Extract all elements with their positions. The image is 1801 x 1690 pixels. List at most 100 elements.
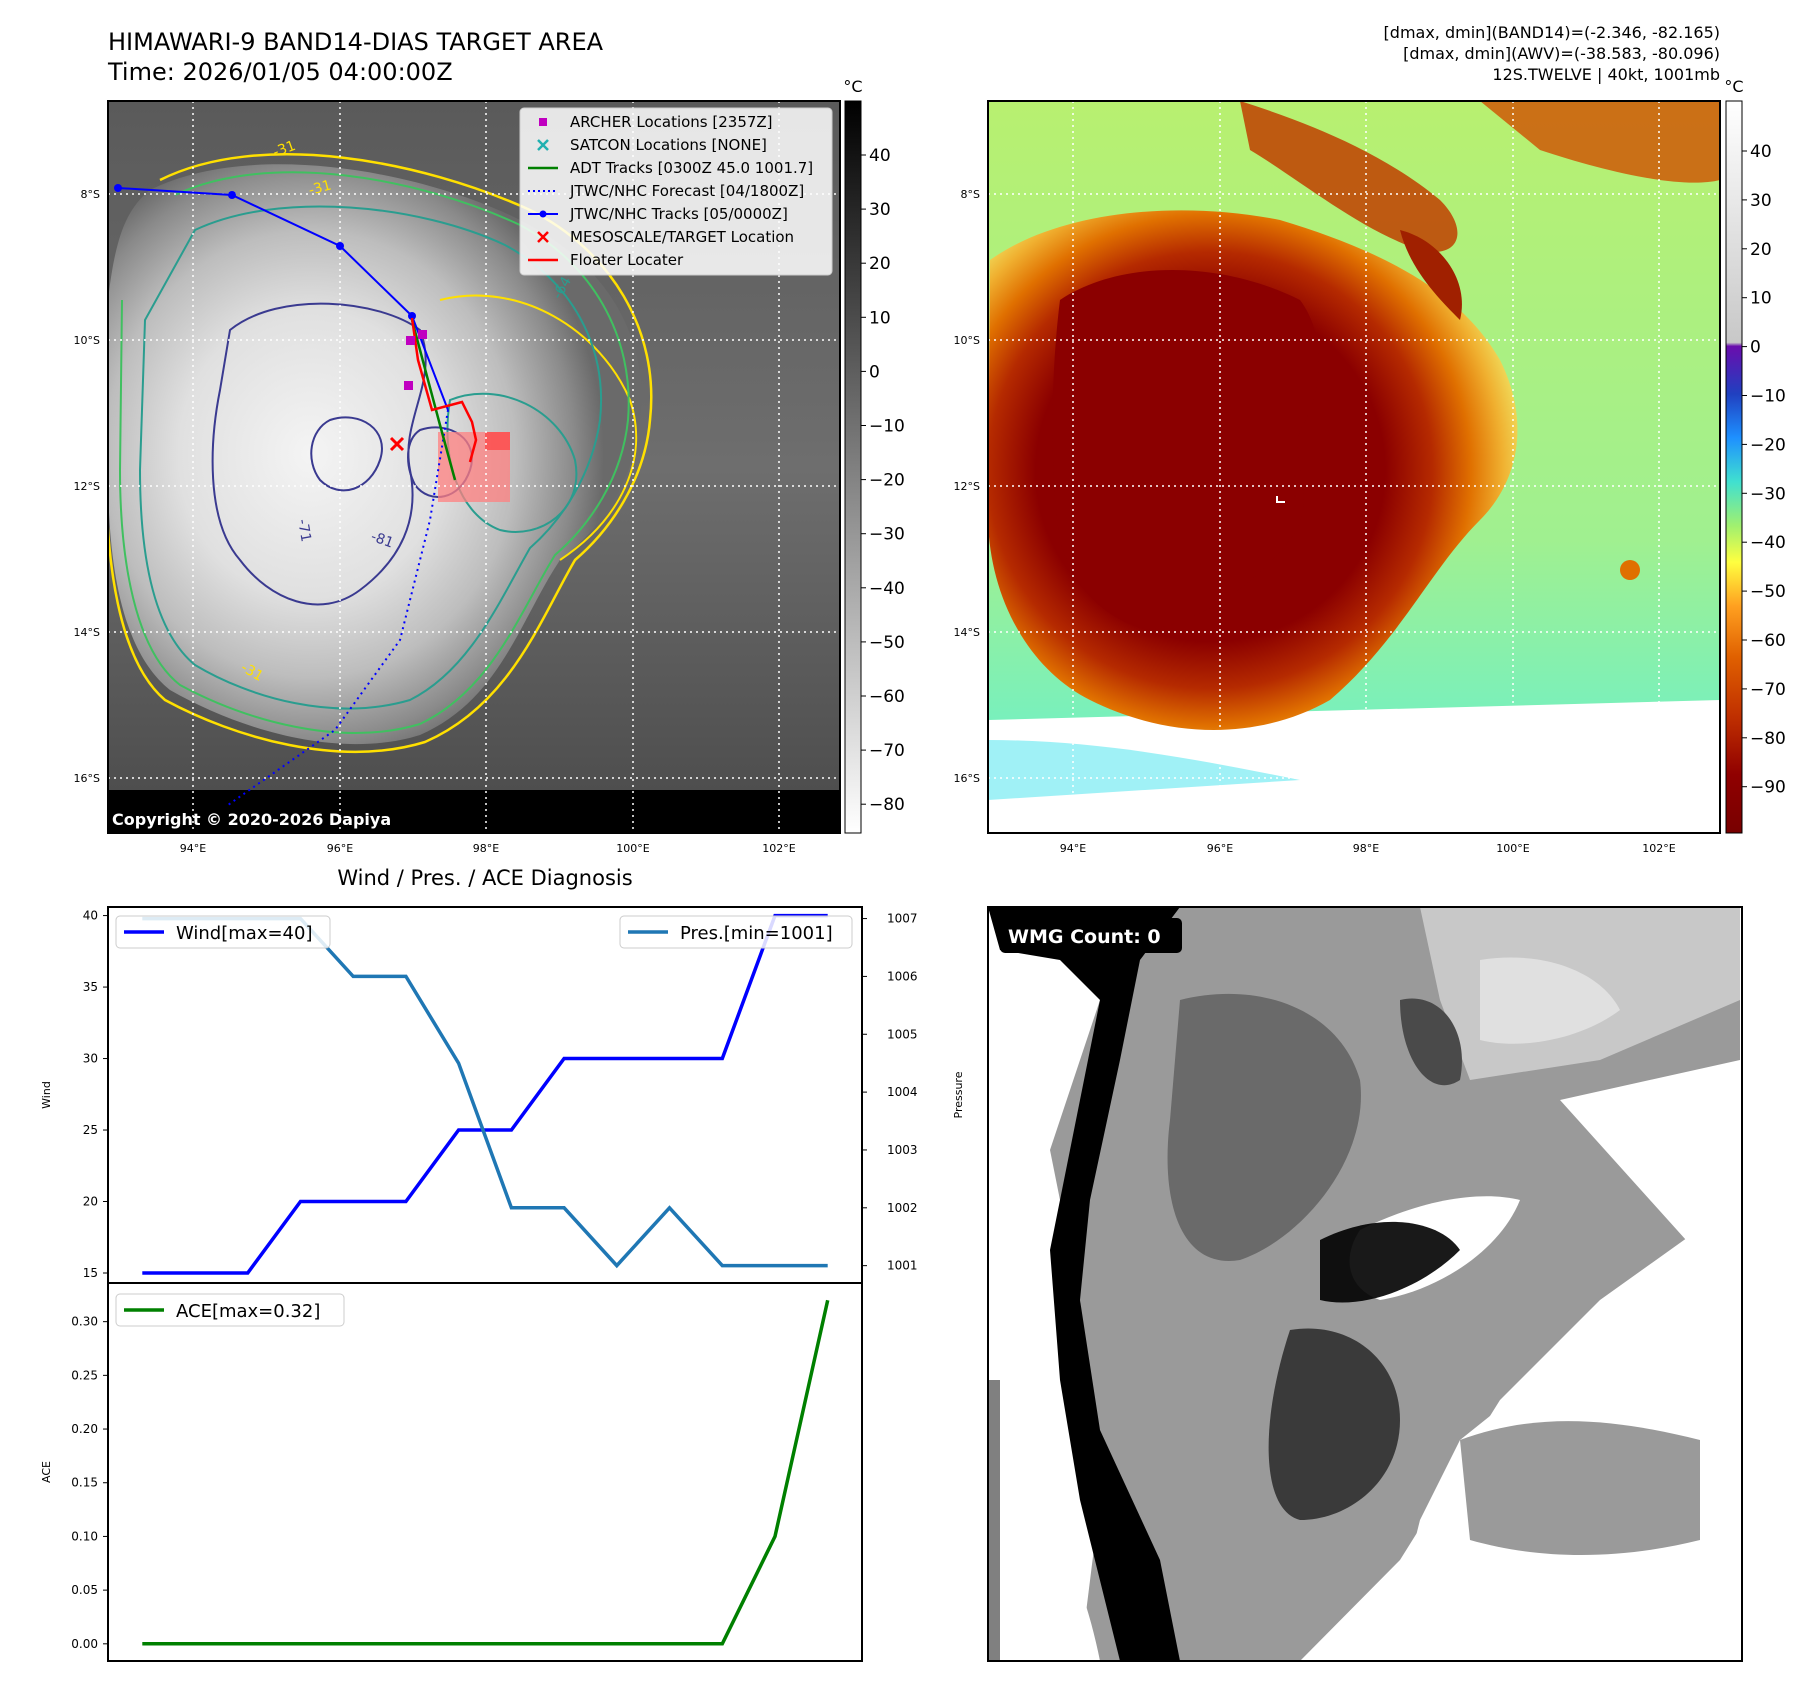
lon-tick-label: 102°E: [762, 842, 795, 855]
chart-legend: Pres.[min=1001]: [619, 915, 853, 949]
contour-navy: [211, 302, 427, 606]
lat-tick-label: 10°S: [74, 334, 100, 347]
series-line: [142, 1299, 830, 1646]
color-colorbar-tick: −50: [1750, 582, 1786, 602]
wmg-panel: [988, 907, 1742, 1661]
color-colorbar-tick: 20: [1750, 240, 1772, 260]
y2-tick-label: 1001: [887, 1259, 918, 1273]
cloud-mass: [108, 164, 642, 745]
legend-label: MESOSCALE/TARGET Location: [570, 228, 794, 246]
color-colorbar-unit: °C: [1724, 77, 1743, 96]
info-line1: [dmax, dmin](BAND14)=(-2.346, -82.165): [1384, 23, 1720, 42]
lon-tick-label: 94°E: [1060, 842, 1086, 855]
lon-tick-label: 102°E: [1642, 842, 1675, 855]
legend-entry: JTWC/NHC Tracks [05/0000Z]: [528, 205, 788, 223]
lat-tick-label: 16°S: [74, 772, 100, 785]
legend-label: Wind[max=40]: [176, 923, 313, 944]
jtwc-forecast-line: [227, 409, 449, 806]
y-tick-label: 25: [83, 1123, 98, 1137]
gray-colorbar-tick: −70: [869, 741, 905, 761]
color-colorbar-tick: −80: [1750, 729, 1786, 749]
wmg-count-label: WMG Count: 0: [1008, 926, 1161, 948]
lon-tick-label: 98°E: [1353, 842, 1379, 855]
jtwc-track-point: [228, 191, 236, 199]
y2-tick-label: 1004: [887, 1085, 918, 1099]
y2-tick-label: 1002: [887, 1201, 918, 1215]
lat-tick-label: 16°S: [954, 772, 980, 785]
color-colorbar-tick: −90: [1750, 778, 1786, 798]
lon-tick-label: 98°E: [473, 842, 499, 855]
legend-swatch: [537, 139, 549, 151]
jtwc-track-point: [114, 184, 122, 192]
gray-colorbar-tick: −50: [869, 633, 905, 653]
legend-label: Pres.[min=1001]: [680, 923, 833, 944]
info-line2: [dmax, dmin](AWV)=(-38.583, -80.096): [1403, 44, 1720, 63]
legend-label: ACE[max=0.32]: [176, 1301, 320, 1322]
legend-label: SATCON Locations [NONE]: [570, 136, 767, 154]
y-tick-label: 0.20: [71, 1422, 98, 1436]
copyright-text: Copyright © 2020-2026 Dapiya: [112, 810, 391, 829]
lon-tick-label: 100°E: [1496, 842, 1529, 855]
lat-tick-label: 12°S: [954, 480, 980, 493]
archer-marker: [418, 330, 427, 339]
lat-tick-label: 8°S: [81, 188, 100, 201]
y-tick-label: 35: [83, 980, 98, 994]
color-colorbar-tick: −40: [1750, 533, 1786, 553]
contour-teal: [138, 205, 602, 710]
color-colorbar-tick: −60: [1750, 631, 1786, 651]
gray-colorbar-tick: 0: [869, 362, 880, 382]
archer-marker: [406, 336, 415, 345]
y-tick-label: 20: [83, 1195, 98, 1209]
y-tick-label: 30: [83, 1052, 98, 1066]
adt-track-line: [410, 319, 457, 481]
wind-pressure-chart: 15 20 25 30 35 40 Wind 1001 1002 1003 1004 1005 1006…: [40, 906, 965, 1284]
y2-tick-label: 1005: [887, 1027, 918, 1041]
color-colorbar-tick: −20: [1750, 435, 1786, 455]
ace-chart: 0.00 0.05 0.10 0.15 0.20 0.25 0.30 ACE ACE[max=0…: [40, 1282, 863, 1662]
series-line: [142, 916, 828, 1269]
lon-tick-label: 100°E: [616, 842, 649, 855]
map-title-line1: HIMAWARI-9 BAND14-DIAS TARGET AREA: [108, 28, 604, 56]
y-tick-label: 15: [83, 1266, 98, 1280]
lon-tick-label: 96°E: [327, 842, 353, 855]
legend-swatch: [539, 118, 547, 126]
map-title-line2: Time: 2026/01/05 04:00:00Z: [107, 58, 453, 86]
y2-axis-label: Pressure: [952, 1071, 965, 1118]
lon-tick-label: 96°E: [1207, 842, 1233, 855]
floater-locater-line: [410, 317, 478, 463]
jtwc-track-point: [408, 312, 416, 320]
gray-colorbar-tick: −30: [869, 525, 905, 545]
legend-entry: ADT Tracks [0300Z 45.0 1001.7]: [528, 159, 813, 177]
legend-entry: SATCON Locations [NONE]: [537, 136, 767, 154]
info-line3: 12S.TWELVE | 40kt, 1001mb: [1492, 65, 1720, 84]
y2-tick-label: 1003: [887, 1143, 918, 1157]
contour-label: -81: [369, 529, 396, 552]
lat-tick-label: 14°S: [74, 626, 100, 639]
color-colorbar-tick: −10: [1750, 387, 1786, 407]
y-tick-label: 0.15: [71, 1476, 98, 1490]
y-tick-label: 0.05: [71, 1583, 98, 1597]
contour-label: -71: [294, 518, 314, 543]
gray-colorbar-tick: −60: [869, 687, 905, 707]
map-legend: ARCHER Locations [2357Z] SATCON Locations…: [519, 107, 833, 276]
contour-label: -31: [271, 138, 298, 161]
legend-swatch: [537, 231, 549, 243]
mesoscale-target-marker: [389, 436, 405, 452]
lat-tick-label: 8°S: [961, 188, 980, 201]
color-colorbar-tick: 10: [1750, 289, 1772, 309]
color-colorbar-tick: 0: [1750, 338, 1761, 358]
y2-tick-label: 1007: [887, 912, 918, 926]
gray-colorbar-tick: −40: [869, 579, 905, 599]
gray-colorbar-unit: °C: [843, 77, 862, 96]
gray-colorbar-tick: −80: [869, 795, 905, 815]
archer-marker: [404, 381, 413, 390]
legend-label: JTWC/NHC Forecast [04/1800Z]: [569, 182, 804, 200]
jtwc-track-point: [336, 242, 344, 250]
legend-label: JTWC/NHC Tracks [05/0000Z]: [569, 205, 788, 223]
chart-legend: Wind[max=40]: [115, 915, 331, 949]
gray-colorbar-tick: −20: [869, 471, 905, 491]
color-colorbar-tick: −70: [1750, 680, 1786, 700]
gray-colorbar-tick: −10: [869, 417, 905, 437]
legend-entry: JTWC/NHC Forecast [04/1800Z]: [528, 182, 804, 200]
lat-tick-label: 12°S: [74, 480, 100, 493]
